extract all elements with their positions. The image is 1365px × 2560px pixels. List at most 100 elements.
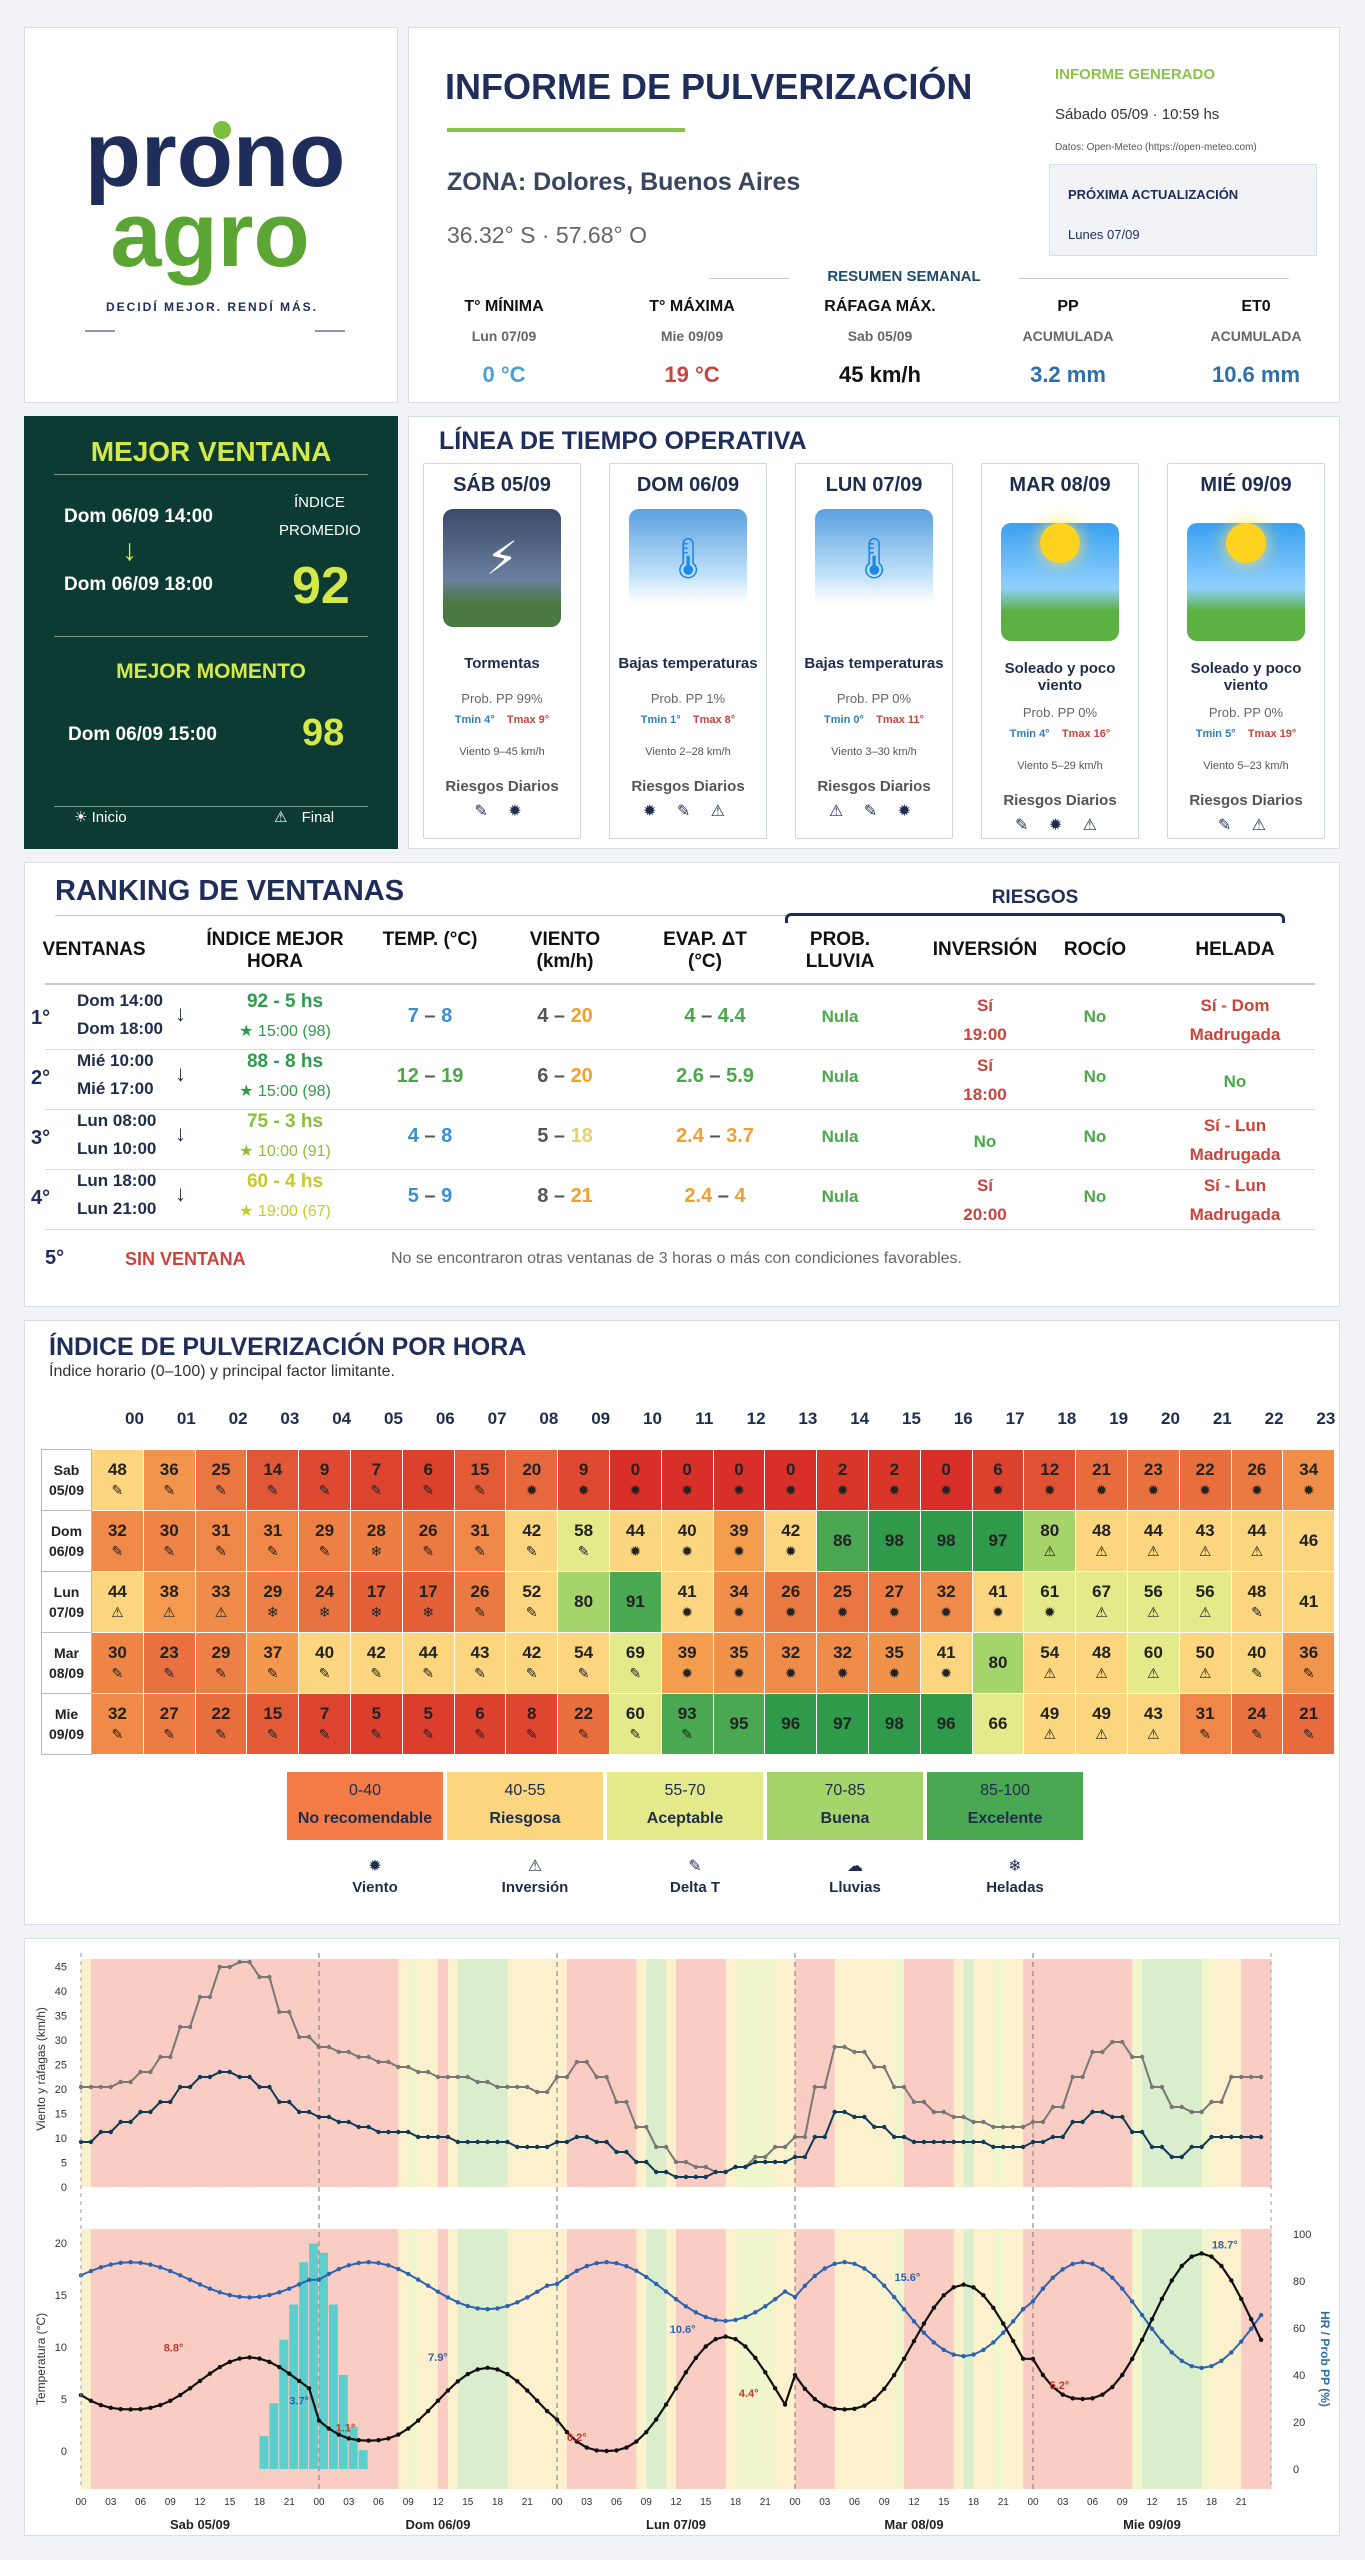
limiting-factor-icon: ✎	[215, 1543, 227, 1559]
heatmap-row: Mie 09/09 32 ✎ 27 ✎ 22 ✎ 15 ✎ 7 ✎ 5 ✎ 5 ✎ 6 ✎ 8 ✎ 22 ✎ 60 ✎ 93 ✎ 9…	[41, 1693, 1336, 1755]
risk-label: Riesgos Diarios	[1003, 792, 1117, 809]
limiting-factor-icon: ✹	[836, 1665, 849, 1681]
index-band	[983, 1959, 994, 2187]
limiting-factor-icon: ✎	[318, 1665, 331, 1681]
limiting-factor-icon: ⚠	[1147, 1543, 1160, 1559]
down-arrow-icon: ↓	[175, 1121, 186, 1146]
index-band	[120, 1959, 132, 2187]
stat-sub: ACUMULADA	[1022, 328, 1114, 344]
heatmap-cell: 95	[712, 1693, 766, 1755]
limiting-factor-icon: ⚠	[1198, 1665, 1212, 1681]
hour-tick: 21	[522, 2497, 534, 2508]
wind-range: 4 – 20	[537, 1005, 593, 1027]
heatmap-cell: 22 ✎	[194, 1693, 248, 1755]
heatmap-cell: 36 ✎	[1282, 1632, 1336, 1694]
limiting-factor-icon: ✹	[525, 1482, 538, 1498]
index-band	[715, 1959, 727, 2187]
generated-value: Sábado 05/09 · 10:59 hs	[1055, 106, 1220, 123]
limiting-factor-icon: ✹	[1302, 1482, 1315, 1498]
hour-tick: 15	[224, 2497, 236, 2508]
limiting-factor-icon: ✹	[1147, 1482, 1160, 1498]
temp-tick: 10	[55, 2342, 67, 2354]
index-band	[884, 2229, 895, 2489]
heatmap-cell: 86	[816, 1510, 869, 1572]
heatmap-cell: 8 ✎	[505, 1693, 559, 1755]
heatmap-cell: 14 ✎	[246, 1449, 300, 1511]
index-band	[576, 1959, 588, 2187]
ranking-column-header: PROB. LLUVIA	[805, 929, 875, 972]
index-band	[507, 1959, 518, 2187]
index-label-2: PROMEDIO	[279, 522, 361, 539]
limiting-factor-icon: ❄	[266, 1604, 279, 1620]
index-band	[378, 1959, 389, 2187]
rain-prob-bar	[289, 2304, 299, 2469]
stat-value: 3.2 mm	[1030, 362, 1106, 387]
sunny-icon	[1001, 523, 1119, 641]
limiting-factor-icon: ✹	[784, 1482, 797, 1498]
index-band	[457, 1959, 469, 2187]
index-band	[160, 1959, 171, 2187]
rain-prob: Prob. PP 0%	[1022, 705, 1098, 720]
temp-tick: 20	[55, 2238, 67, 2250]
dew-risk: No	[1083, 1007, 1107, 1026]
index-band	[993, 1959, 1004, 2187]
generated-label: INFORME GENERADO	[1055, 66, 1216, 83]
limiting-factor-icon: ⚠	[1043, 1543, 1057, 1559]
humidity-line	[80, 2261, 1262, 2369]
index-band	[755, 2229, 766, 2489]
heatmap-cell: 32 ✹	[764, 1632, 818, 1694]
wind-icon: ✹	[368, 1858, 382, 1875]
index-band	[1102, 2229, 1113, 2489]
limiting-factor-icon: ✎	[266, 1665, 279, 1681]
no-window-label: SIN VENTANA	[125, 1249, 246, 1269]
zone-label: ZONA: Dolores, Buenos Aires	[447, 168, 801, 196]
index-band	[447, 1959, 459, 2187]
day-label: Mie 09/09	[41, 1693, 92, 1755]
index-band	[378, 2229, 389, 2489]
index-band	[1152, 2229, 1163, 2489]
index-band	[279, 1959, 290, 2187]
index-band	[814, 2229, 826, 2489]
heatmap-cell: 32 ✹	[919, 1571, 973, 1633]
rain-prob-bar	[299, 2262, 309, 2469]
index-band	[596, 2229, 608, 2489]
limiting-factor-icon: ✎	[422, 1726, 435, 1742]
index-band	[517, 2229, 528, 2489]
weekly-summary-label: RESUMEN SEMANAL	[789, 268, 1019, 285]
hour-tick: 15	[700, 2497, 712, 2508]
index-band	[824, 2229, 836, 2489]
heatmap-cell: 49 ⚠	[1023, 1693, 1077, 1755]
index-band	[467, 2229, 479, 2489]
wind-range: 6 – 20	[537, 1065, 593, 1087]
index-band	[596, 1959, 608, 2187]
limiting-factor-icon: ✎	[111, 1482, 124, 1498]
index-band	[1171, 1959, 1183, 2187]
tmin: Tmin 4°	[1009, 728, 1050, 740]
limiting-factor-icon: ✹	[681, 1543, 694, 1559]
index-band	[626, 2229, 637, 2489]
hour-label: 21	[1212, 1409, 1232, 1428]
index-band	[1161, 2229, 1173, 2489]
index-label: ÍNDICE	[294, 494, 345, 511]
legend-swatch: 55-70 Aceptable	[607, 1772, 763, 1840]
heatmap-cell: 26 ✎	[401, 1510, 455, 1572]
temp-range: 5 – 9	[407, 1185, 453, 1207]
limiting-factor-icon: ❄	[422, 1604, 435, 1620]
window-end: Lun 10:00	[77, 1139, 157, 1158]
factor-label: Inversión	[501, 1879, 569, 1896]
heatmap-cell: 5 ✎	[349, 1693, 403, 1755]
index-band	[1221, 2229, 1232, 2489]
index-band	[914, 2229, 925, 2489]
heatmap-cell: 31 ✎	[453, 1510, 507, 1572]
index-band	[566, 1959, 578, 2187]
index-band	[1152, 1959, 1163, 2187]
wind-point	[1258, 2134, 1264, 2140]
limiting-factor-icon: ✎	[111, 1726, 124, 1742]
rain-risk: Nula	[821, 1007, 859, 1026]
timeline-title: LÍNEA DE TIEMPO OPERATIVA	[439, 427, 807, 455]
temp-annotation: 3.7°	[289, 2396, 309, 2408]
risk-label: Riesgos Diarios	[631, 778, 745, 795]
condition: Bajas temperaturas	[618, 654, 758, 672]
index-band	[1221, 1959, 1232, 2187]
limiting-factor-icon: ✹	[733, 1665, 745, 1681]
